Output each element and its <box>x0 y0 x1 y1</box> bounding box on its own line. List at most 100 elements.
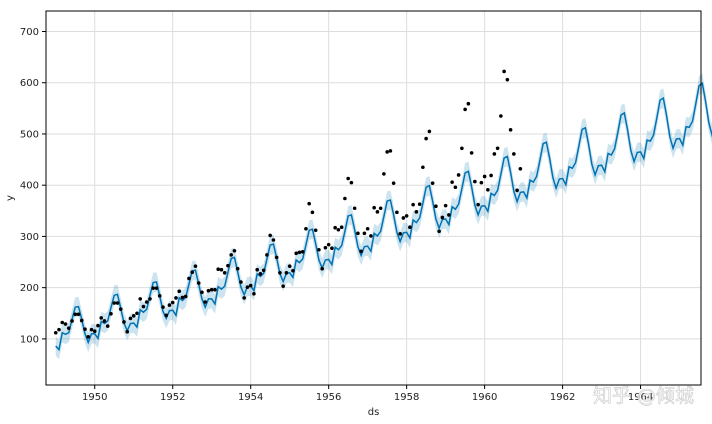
y-tick-label: 100 <box>20 334 39 345</box>
actual-point <box>177 289 182 294</box>
actual-point <box>450 180 454 184</box>
actual-point <box>53 330 58 335</box>
actual-point <box>411 202 415 207</box>
actual-point <box>209 287 214 292</box>
x-tick-label: 1958 <box>394 392 419 403</box>
actual-point <box>281 284 285 288</box>
actual-point <box>297 250 302 255</box>
actual-point <box>206 288 211 293</box>
actual-point <box>125 329 130 334</box>
actual-point <box>170 300 175 305</box>
actual-point <box>261 268 266 273</box>
actual-point <box>398 232 402 236</box>
actual-point <box>469 151 474 155</box>
actual-point <box>369 234 373 238</box>
actual-point <box>70 319 74 323</box>
actual-point <box>174 296 178 300</box>
actual-point <box>118 307 123 311</box>
actual-point <box>274 255 279 260</box>
actual-point <box>359 249 363 254</box>
actual-point <box>349 180 354 185</box>
actual-point <box>388 149 393 153</box>
actual-point <box>89 327 94 332</box>
actual-point <box>63 322 68 326</box>
actual-point <box>235 266 240 271</box>
actual-point <box>375 210 380 214</box>
actual-point <box>265 253 269 257</box>
watermark: 知乎 @倾城 <box>593 385 694 407</box>
actual-point <box>336 227 341 232</box>
actual-point <box>382 172 386 176</box>
actual-point <box>255 267 259 272</box>
actual-point <box>430 181 435 185</box>
actual-point <box>291 268 295 273</box>
y-tick-label: 700 <box>20 27 39 38</box>
actual-point <box>489 173 493 178</box>
y-tick-label: 300 <box>20 232 39 243</box>
actual-point <box>271 238 276 242</box>
grid-lines <box>46 11 701 385</box>
actual-point <box>144 300 149 304</box>
actual-point <box>131 314 136 318</box>
actual-point <box>161 305 165 309</box>
actual-point <box>453 185 458 190</box>
y-axis-ticks: 100 200 300 400 500 600 700 <box>20 27 46 345</box>
actual-point <box>79 318 84 323</box>
actual-point <box>482 174 487 179</box>
actual-point <box>226 263 230 268</box>
actual-point <box>109 311 113 316</box>
y-tick-label: 600 <box>20 78 39 89</box>
actual-point <box>499 114 503 118</box>
actual-point <box>352 206 357 211</box>
actual-point <box>495 146 500 151</box>
plot-frame <box>45 10 702 386</box>
actual-point <box>333 225 337 230</box>
actual-point <box>167 303 172 307</box>
actual-point <box>395 210 399 215</box>
actual-point <box>460 146 464 151</box>
actual-point <box>213 287 217 292</box>
actual-point <box>372 205 376 210</box>
actual-point <box>135 311 139 316</box>
actual-point <box>408 225 412 229</box>
y-tick-label: 500 <box>20 129 39 140</box>
actual-point <box>268 233 272 238</box>
y-tick-label: 200 <box>20 283 39 294</box>
actual-point <box>83 327 87 331</box>
x-tick-label: 1952 <box>160 392 185 403</box>
actual-point <box>200 290 204 295</box>
actual-point <box>86 335 91 339</box>
x-tick-label: 1956 <box>316 392 341 403</box>
actual-point <box>164 313 169 318</box>
y-axis-label: y <box>5 195 16 201</box>
actual-point <box>157 294 162 298</box>
x-axis-label: ds <box>368 407 380 418</box>
actual-point <box>180 295 185 300</box>
actual-point <box>216 267 220 272</box>
actual-point <box>300 249 305 254</box>
x-tick-label: 1954 <box>238 392 263 403</box>
actual-point <box>294 251 298 256</box>
actual-point <box>252 292 256 296</box>
x-tick-label: 1960 <box>472 392 497 403</box>
actual-point <box>284 271 289 275</box>
actual-point <box>60 320 65 325</box>
actual-point <box>424 136 428 141</box>
actual-point <box>154 286 159 290</box>
actual-point <box>239 280 243 284</box>
actual-point <box>447 213 451 217</box>
actual-point <box>512 152 516 156</box>
actual-point <box>304 226 308 231</box>
actual-point <box>515 188 519 193</box>
actual-point <box>339 225 344 229</box>
actual-point <box>401 216 406 220</box>
actual-point <box>391 181 396 185</box>
actual-point <box>326 242 331 247</box>
actual-point <box>317 247 321 252</box>
actual-point <box>57 327 61 332</box>
x-tick-label: 1962 <box>550 392 575 403</box>
x-tick-label: 1950 <box>82 392 107 403</box>
actual-point <box>505 77 510 82</box>
